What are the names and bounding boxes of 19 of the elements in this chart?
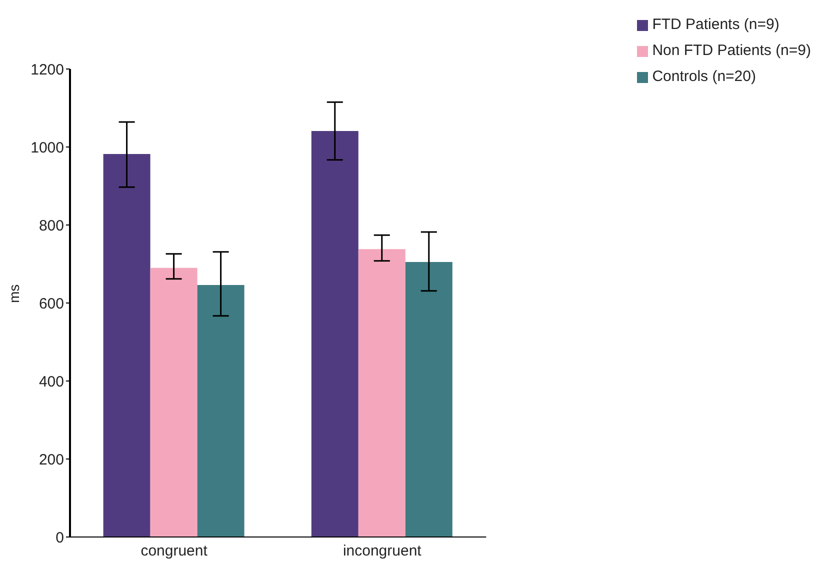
legend-label: Controls (n=20) [652, 68, 756, 85]
bar [405, 262, 452, 537]
y-tick-label: 800 [38, 217, 64, 234]
y-tick-label: 600 [38, 295, 64, 312]
y-axis-title: ms [6, 284, 22, 303]
bar [358, 249, 406, 537]
bar [150, 268, 198, 537]
bar [311, 131, 358, 537]
y-tick-label: 1200 [30, 61, 64, 78]
legend-label: FTD Patients (n=9) [652, 16, 780, 33]
y-tick-label: 1000 [30, 139, 64, 156]
y-tick-label: 200 [38, 451, 64, 468]
legend-label: Non FTD Patients (n=9) [652, 42, 811, 59]
x-tick-label: incongruent [342, 542, 422, 560]
y-tick-label: 400 [38, 373, 64, 390]
bar [103, 154, 150, 537]
y-tick-label: 0 [56, 529, 64, 546]
x-tick-label: congruent [140, 542, 208, 560]
bar [197, 285, 244, 537]
